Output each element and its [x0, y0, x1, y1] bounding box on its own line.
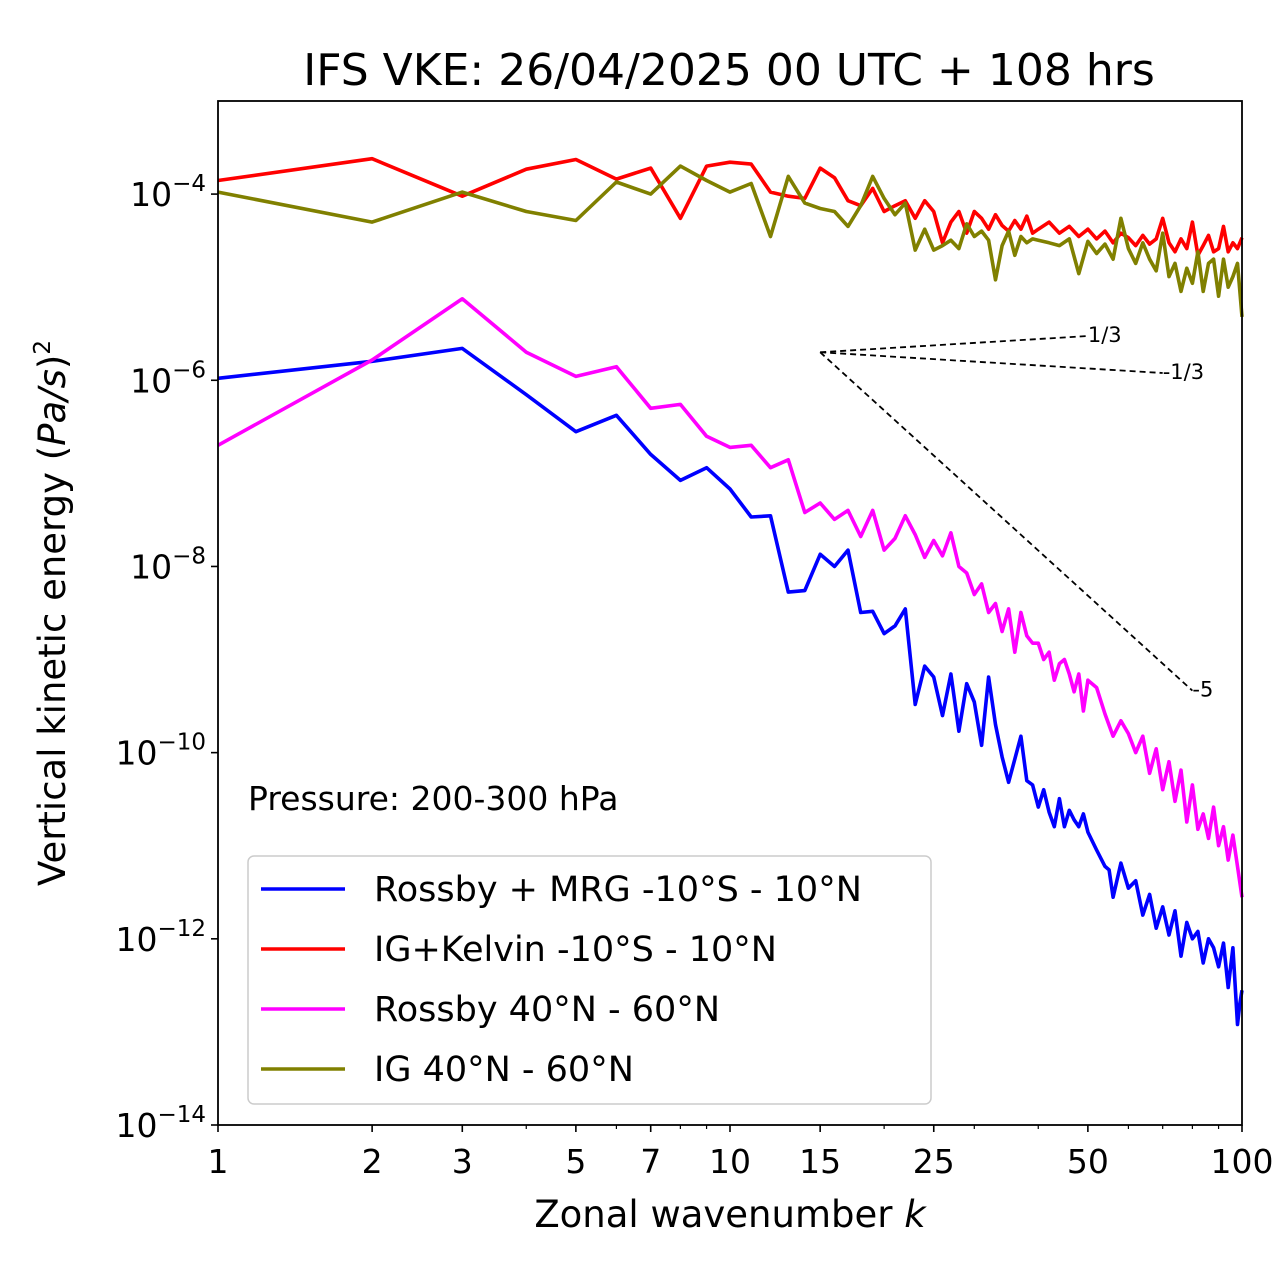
reference-slope-line-2 — [820, 351, 1163, 374]
x-axis-label: Zonal wavenumber k — [534, 1193, 927, 1236]
axes-frame — [217, 100, 1243, 1126]
x-tick-label: 1 — [208, 1142, 229, 1181]
y-axis-label-exp: 2 — [30, 340, 56, 355]
legend-label-3: Rossby 40°N - 60°N — [374, 990, 720, 1030]
reference-slope-label-1: 1/3 — [1088, 323, 1122, 347]
legend: Rossby + MRG -10°S - 10°N IG+Kelvin -10°S… — [247, 855, 932, 1105]
x-axis-label-var: k — [904, 1193, 927, 1236]
x-tick-label: 5 — [565, 1142, 586, 1181]
series-line-1 — [217, 346, 1244, 1027]
x-tick-label: 50 — [1067, 1142, 1109, 1181]
y-tick-label: 10−4 — [130, 171, 206, 214]
legend-label-2: IG+Kelvin -10°S - 10°N — [374, 930, 777, 970]
legend-label-4: IG 40°N - 60°N — [374, 1050, 634, 1090]
x-tick-label: 2 — [362, 1142, 383, 1181]
y-axis-label-var: Pa/s — [31, 369, 74, 446]
y-tick-label: 10−10 — [115, 730, 206, 773]
reference-slope-line-3 — [819, 351, 1193, 692]
reference-slopes: 1/3 -1/3 -5 — [819, 323, 1213, 702]
x-tick-label: 10 — [709, 1142, 751, 1181]
legend-box — [247, 855, 932, 1105]
legend-label-1: Rossby + MRG -10°S - 10°N — [374, 870, 862, 910]
series-line-3 — [217, 297, 1244, 898]
plot-area: 1/3 -1/3 -5 1 2 3 5 7 10 15 25 50 100 10−14 10−12 10−1… — [115, 100, 1274, 1181]
reference-slope-label-3: -5 — [1192, 678, 1213, 702]
x-tick-label: 15 — [799, 1142, 841, 1181]
axis-ticks: 1 2 3 5 7 10 15 25 50 100 10−14 10−12 10−10 10−8 10−6 1… — [115, 171, 1273, 1181]
pressure-annotation: Pressure: 200-300 hPa — [248, 779, 618, 818]
reference-slope-label-2: -1/3 — [1163, 360, 1204, 384]
series-line-2 — [217, 156, 1244, 258]
x-tick-label: 100 — [1211, 1142, 1274, 1181]
x-tick-label: 25 — [913, 1142, 955, 1181]
series-layer — [217, 156, 1244, 1027]
y-tick-label: 10−6 — [130, 357, 206, 400]
y-tick-label: 10−8 — [130, 543, 206, 586]
series-line-4 — [217, 164, 1244, 318]
y-axis-label-close: ) — [31, 355, 74, 369]
x-tick-label: 3 — [452, 1142, 473, 1181]
x-axis-label-text: Zonal wavenumber — [534, 1193, 904, 1236]
y-tick-label: 10−14 — [115, 1102, 206, 1145]
x-tick-label: 7 — [640, 1142, 661, 1181]
y-tick-label: 10−12 — [115, 916, 206, 959]
y-axis-label: Vertical kinetic energy (Pa/s)2 — [30, 340, 74, 886]
y-axis-label-text: Vertical kinetic energy ( — [31, 446, 74, 886]
reference-slope-line-1 — [820, 335, 1088, 354]
chart-title: IFS VKE: 26/04/2025 00 UTC + 108 hrs — [303, 45, 1155, 96]
